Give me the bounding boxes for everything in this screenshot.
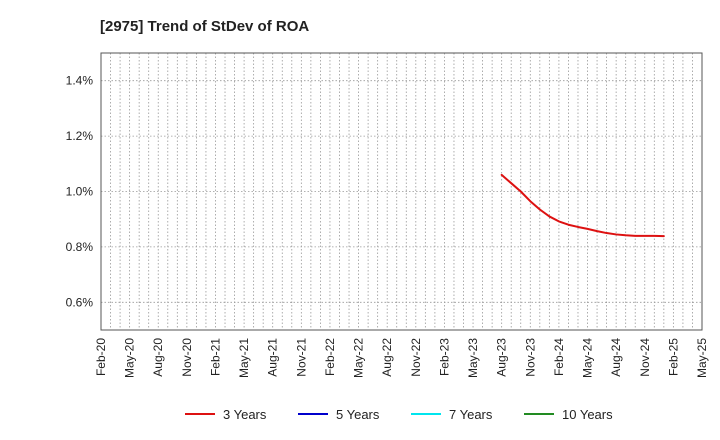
x-tick-label: Aug-24 <box>609 338 623 377</box>
legend-label: 5 Years <box>336 407 380 422</box>
grid <box>101 53 702 330</box>
legend: 3 Years 5 Years 7 Years 10 Years <box>185 407 613 422</box>
y-tick-label: 1.0% <box>66 185 94 199</box>
x-tick-label: Feb-20 <box>94 338 108 376</box>
legend-item: 3 Years <box>185 407 267 422</box>
x-tick-label: Aug-23 <box>495 338 509 377</box>
x-tick-label: Feb-21 <box>208 338 222 376</box>
x-tick-label: Aug-21 <box>266 338 280 377</box>
x-tick-label: May-24 <box>581 338 595 378</box>
x-tick-label: Nov-22 <box>409 338 423 377</box>
series-line-3-years <box>500 173 665 238</box>
x-tick-label: May-22 <box>352 338 366 378</box>
x-tick-label: Feb-23 <box>437 338 451 376</box>
chart-title: [2975] Trend of StDev of ROA <box>100 18 309 35</box>
x-tick-label: Feb-24 <box>552 338 566 376</box>
x-tick-label: Aug-20 <box>151 338 165 377</box>
series-lines <box>500 173 665 238</box>
x-tick-label: May-25 <box>695 338 709 378</box>
y-axis: 0.6% 0.8% 1.0% 1.2% 1.4% <box>66 74 94 310</box>
x-tick-label: Feb-25 <box>666 338 680 376</box>
legend-label: 7 Years <box>449 407 493 422</box>
x-tick-label: May-21 <box>237 338 251 378</box>
y-tick-label: 1.4% <box>66 74 94 88</box>
legend-label: 10 Years <box>562 407 613 422</box>
x-tick-label: Nov-21 <box>294 338 308 377</box>
y-tick-label: 1.2% <box>66 129 94 143</box>
x-tick-label: Nov-23 <box>523 338 537 377</box>
x-tick-label: May-23 <box>466 338 480 378</box>
x-tick-label: Aug-22 <box>380 338 394 377</box>
legend-label: 3 Years <box>223 407 267 422</box>
plot-frame <box>100 52 703 331</box>
legend-item: 5 Years <box>298 407 380 422</box>
y-tick-label: 0.6% <box>66 295 94 309</box>
x-tick-label: Nov-20 <box>180 338 194 377</box>
x-tick-label: May-20 <box>123 338 137 378</box>
x-tick-label: Feb-22 <box>323 338 337 376</box>
x-axis: Feb-20 May-20 Aug-20 Nov-20 Feb-21 May-21 Aug-… <box>94 338 709 378</box>
legend-item: 10 Years <box>524 407 613 422</box>
x-tick-label: Nov-24 <box>638 338 652 377</box>
legend-item: 7 Years <box>411 407 493 422</box>
y-tick-label: 0.8% <box>66 240 94 254</box>
